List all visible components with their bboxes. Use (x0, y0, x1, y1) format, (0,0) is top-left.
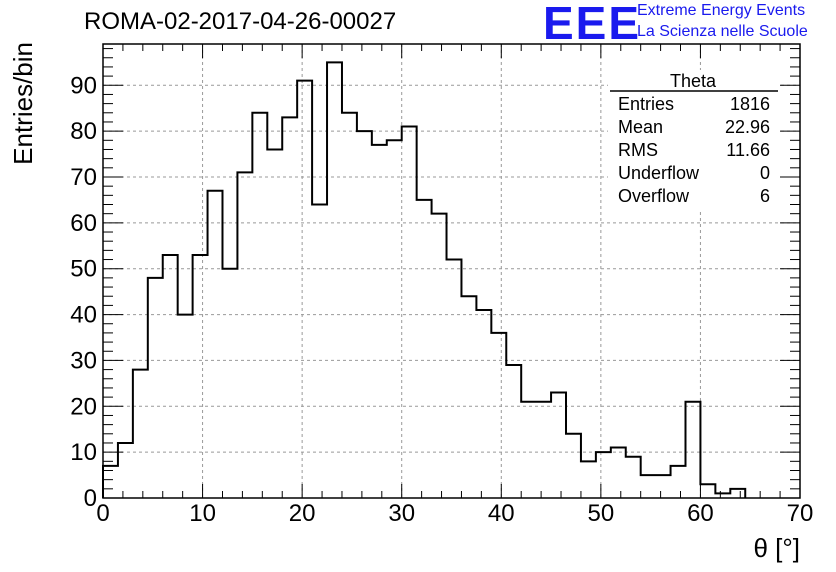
y-tick-label: 30 (70, 347, 97, 374)
histogram-series (102, 61, 747, 498)
stats-label: Entries (618, 94, 674, 114)
x-tick-label: 40 (488, 500, 515, 527)
y-tick-label: 90 (70, 72, 97, 99)
x-tick-label: 20 (289, 500, 316, 527)
stats-value: 6 (760, 186, 770, 206)
y-tick-label: 70 (70, 164, 97, 191)
x-tick-label: 70 (787, 500, 814, 527)
y-axis-label: Entries/bin (8, 42, 38, 165)
y-tick-label: 0 (84, 485, 97, 512)
y-tick-labels: 0 10 20 30 40 50 60 70 80 90 (70, 72, 97, 512)
y-tick-label: 10 (70, 439, 97, 466)
x-tick-label: 10 (189, 500, 216, 527)
axis-ticks (102, 44, 801, 499)
x-tick-labels: 0 10 20 30 40 50 60 70 (96, 500, 813, 527)
x-tick-label: 60 (687, 500, 714, 527)
stats-value: 1816 (730, 94, 770, 114)
x-tick-label: 50 (588, 500, 615, 527)
stats-label: Overflow (618, 186, 690, 206)
stats-value: 22.96 (725, 117, 770, 137)
y-tick-label: 20 (70, 393, 97, 420)
logo-caption-line1: Extreme Energy Events (637, 2, 806, 19)
plot-frame (102, 43, 801, 499)
y-tick-label: 80 (70, 118, 97, 145)
logo-caption-line2: La Scienza nelle Scuole (637, 23, 808, 40)
stats-value: 0 (760, 163, 770, 183)
eee-logo: EEE (543, 0, 642, 49)
stats-box-title: Theta (670, 71, 717, 91)
y-tick-label: 50 (70, 256, 97, 283)
stats-label: Mean (618, 117, 663, 137)
stats-label: RMS (618, 140, 658, 160)
chart-title: ROMA-02-2017-04-26-00027 (84, 8, 397, 35)
stats-label: Underflow (618, 163, 700, 183)
x-axis-label: θ [°] (753, 533, 800, 563)
stats-box: Theta Entries 1816 Mean 22.96 RMS 11.66 Underfl… (608, 70, 778, 210)
y-tick-label: 60 (70, 210, 97, 237)
y-tick-label: 40 (70, 302, 97, 329)
stats-box-background (608, 70, 778, 210)
x-tick-label: 30 (388, 500, 415, 527)
stats-value: 11.66 (726, 140, 770, 160)
x-tick-label: 0 (96, 500, 109, 527)
